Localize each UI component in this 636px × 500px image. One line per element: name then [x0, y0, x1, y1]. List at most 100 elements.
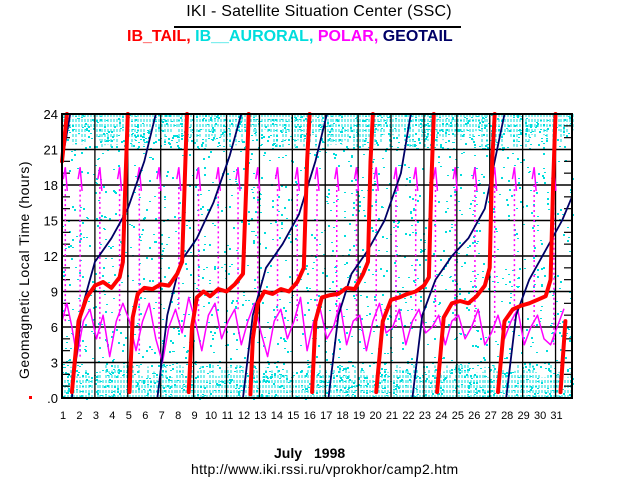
auroral-point	[69, 132, 71, 133]
auroral-point	[480, 361, 482, 362]
auroral-point	[70, 348, 72, 349]
auroral-point	[177, 299, 179, 300]
auroral-point	[474, 147, 476, 148]
auroral-point	[284, 207, 286, 209]
auroral-point	[123, 374, 125, 375]
auroral-point	[82, 222, 84, 224]
auroral-point	[520, 201, 522, 203]
auroral-point	[362, 370, 364, 371]
auroral-point	[395, 388, 397, 390]
auroral-point	[213, 137, 215, 139]
auroral-point	[361, 390, 363, 391]
auroral-point	[223, 151, 225, 152]
auroral-point	[148, 131, 150, 132]
auroral-point	[202, 142, 204, 144]
auroral-point	[295, 317, 297, 318]
auroral-point	[195, 186, 197, 188]
auroral-point	[172, 342, 174, 344]
auroral-point	[374, 132, 376, 133]
auroral-point	[386, 395, 388, 396]
auroral-point	[379, 115, 381, 116]
auroral-point	[526, 329, 528, 331]
auroral-point	[389, 392, 391, 393]
auroral-point	[407, 373, 409, 374]
auroral-point	[136, 385, 138, 387]
auroral-point	[548, 363, 550, 365]
auroral-point	[68, 246, 70, 248]
auroral-point	[138, 186, 140, 187]
auroral-point	[475, 286, 477, 288]
auroral-point	[102, 357, 104, 358]
auroral-point	[260, 267, 262, 269]
auroral-point	[552, 295, 554, 296]
auroral-point	[323, 142, 325, 143]
auroral-point	[252, 124, 254, 125]
y-tick-label: 9	[51, 285, 58, 300]
auroral-point	[497, 356, 499, 357]
auroral-point	[202, 366, 204, 368]
auroral-point	[281, 132, 283, 133]
auroral-point	[567, 369, 569, 371]
auroral-point	[306, 265, 308, 267]
auroral-point	[543, 153, 545, 155]
auroral-point	[104, 386, 106, 388]
auroral-point	[394, 128, 396, 129]
auroral-point	[80, 207, 82, 208]
auroral-point	[457, 167, 459, 168]
auroral-point	[459, 242, 461, 244]
auroral-point	[464, 262, 466, 264]
auroral-point	[97, 159, 99, 160]
auroral-point	[475, 388, 477, 390]
auroral-point	[381, 134, 383, 135]
auroral-point	[354, 230, 356, 231]
auroral-point	[207, 209, 209, 211]
auroral-point	[552, 340, 554, 342]
auroral-point	[547, 192, 549, 193]
auroral-point	[414, 282, 416, 283]
auroral-point	[548, 369, 550, 371]
auroral-point	[524, 268, 526, 269]
auroral-point	[506, 128, 508, 129]
auroral-point	[378, 124, 380, 126]
auroral-point	[267, 272, 269, 273]
auroral-point	[497, 118, 499, 120]
auroral-point	[105, 311, 107, 313]
auroral-point	[378, 250, 380, 251]
auroral-point	[386, 393, 388, 394]
auroral-point	[469, 382, 471, 384]
auroral-point	[202, 139, 204, 140]
auroral-point	[163, 308, 165, 309]
auroral-point	[109, 396, 111, 397]
auroral-point	[318, 295, 320, 297]
auroral-point	[242, 304, 244, 306]
auroral-point	[425, 322, 427, 323]
auroral-point	[429, 387, 431, 388]
auroral-point	[556, 301, 558, 302]
auroral-point	[289, 276, 291, 278]
auroral-point	[351, 156, 353, 158]
auroral-point	[363, 197, 365, 198]
auroral-point	[541, 268, 543, 270]
auroral-point	[212, 127, 214, 129]
auroral-point	[499, 194, 501, 195]
auroral-point	[345, 130, 347, 131]
auroral-point	[449, 277, 451, 278]
auroral-point	[304, 135, 306, 137]
ib-tail-trace	[310, 112, 375, 395]
auroral-point	[126, 213, 128, 215]
auroral-point	[194, 363, 196, 364]
auroral-point	[537, 276, 539, 278]
auroral-point	[455, 338, 457, 339]
auroral-point	[540, 310, 542, 311]
auroral-point	[181, 320, 183, 322]
auroral-point	[452, 280, 454, 282]
auroral-point	[187, 350, 189, 352]
auroral-point	[480, 387, 482, 388]
auroral-point	[378, 218, 380, 220]
auroral-point	[468, 391, 470, 393]
auroral-point	[512, 270, 514, 271]
auroral-point	[63, 117, 65, 118]
auroral-point	[404, 256, 406, 258]
auroral-point	[466, 374, 468, 376]
auroral-point	[338, 339, 340, 341]
